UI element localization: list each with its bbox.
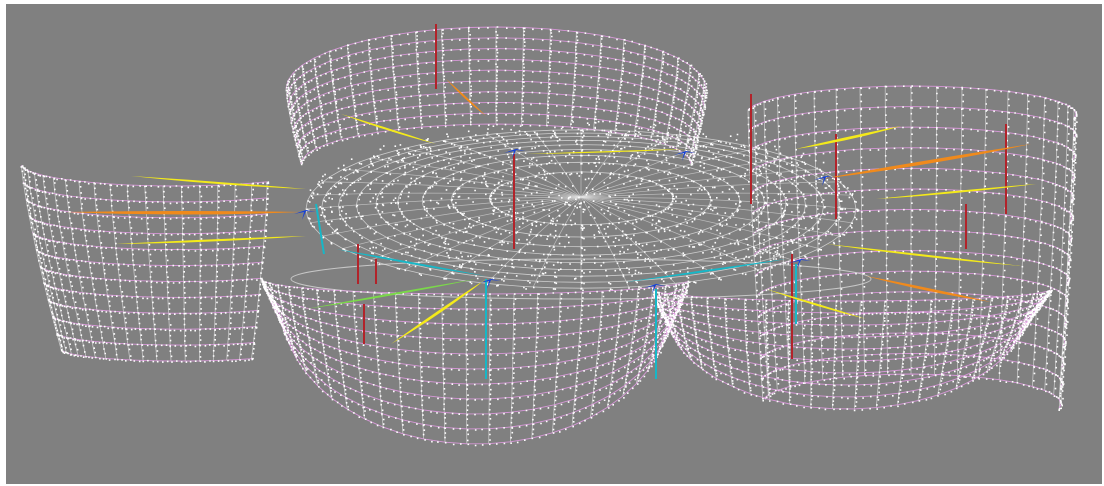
rib-back-1 — [341, 114, 436, 144]
rib-front-right-1 — [766, 289, 866, 319]
stress-node-1 — [294, 210, 316, 220]
rib-dome-edge-2 — [626, 259, 786, 282]
3d-viewport[interactable] — [6, 4, 1102, 484]
central-dome-frame — [290, 120, 872, 300]
dome-base-ring — [290, 258, 872, 300]
rib-right-1 — [796, 126, 901, 149]
right-lobe-frame — [747, 85, 1078, 412]
rib-front-left-1 — [391, 279, 486, 344]
stress-node-6 — [789, 259, 811, 269]
stress-node-5 — [504, 149, 526, 159]
stress-node-7 — [814, 176, 836, 186]
rib-front-left-2 — [306, 279, 476, 309]
left-lobe-frame — [20, 165, 270, 363]
front-left-lobe-frame — [261, 279, 691, 447]
column-member-4 — [315, 203, 325, 255]
rib-left-upper — [131, 176, 306, 189]
rib-dome-edge-1 — [336, 249, 486, 276]
stress-node-3 — [644, 284, 666, 294]
rib-front-right-orange — [866, 276, 991, 302]
stress-node-4 — [674, 151, 696, 161]
rib-dome-edge-3 — [526, 149, 686, 154]
structure-wireframe-render — [20, 24, 1078, 447]
rib-back-2 — [446, 79, 486, 116]
rib-left-orange — [66, 211, 301, 215]
rib-right-2 — [821, 144, 1031, 179]
rib-right-3 — [876, 184, 1036, 199]
front-right-lobe-frame — [653, 289, 1053, 412]
stress-node-2 — [479, 279, 501, 289]
rib-right-4 — [826, 244, 1021, 266]
rib-left-lower — [116, 236, 306, 244]
